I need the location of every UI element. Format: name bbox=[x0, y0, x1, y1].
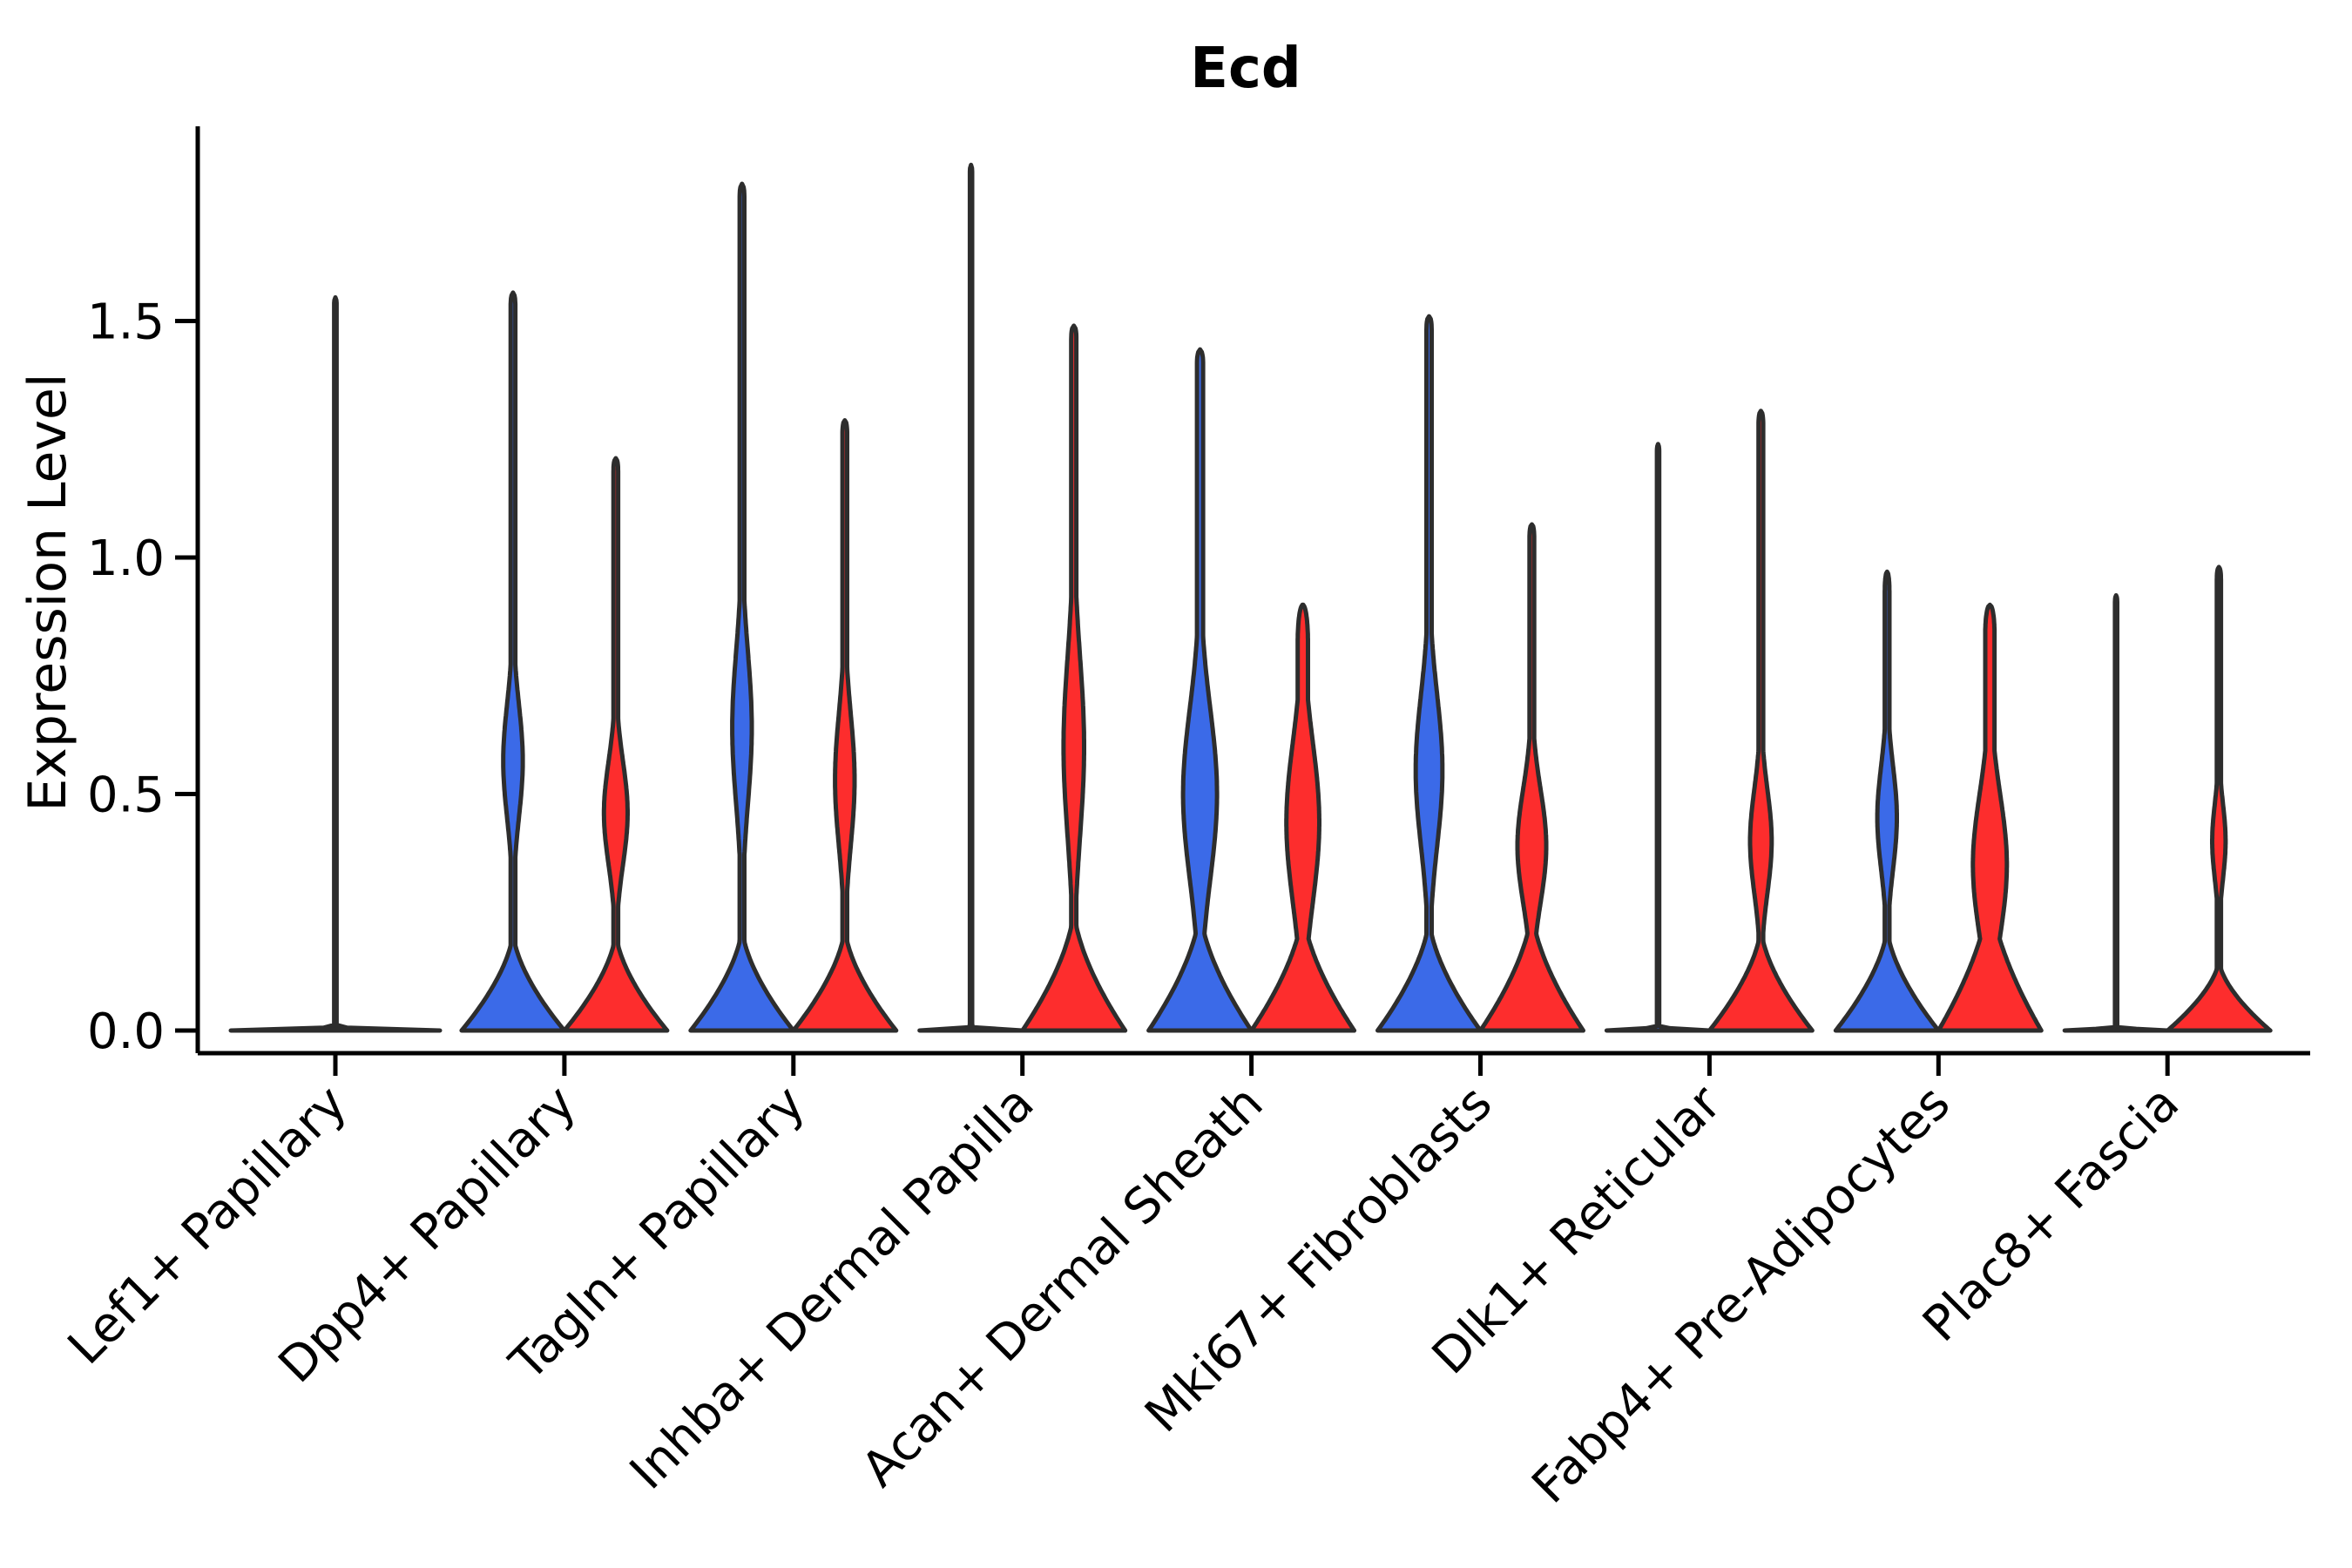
violin-lef1-papillary-unknown bbox=[228, 294, 443, 1033]
violin-inhba-dermal-papilla-blue bbox=[917, 162, 1025, 1033]
violin-fabp4-pre-adipocytes-blue bbox=[1833, 569, 1941, 1033]
violin-inhba-dermal-papilla-red bbox=[1020, 323, 1128, 1033]
violin-dpp4-papillary-red bbox=[562, 456, 670, 1033]
violin-dlk1-reticular-blue bbox=[1604, 442, 1712, 1033]
violin-mki67-fibroblasts-blue bbox=[1375, 314, 1483, 1033]
violin-dlk1-reticular-red bbox=[1707, 409, 1815, 1033]
y-tick-label: 1.5 bbox=[87, 294, 165, 351]
violin-tagln-papillary-blue bbox=[688, 181, 796, 1033]
x-category-label: Inhba+ Dermal Papilla bbox=[619, 1075, 1045, 1501]
violin-dpp4-papillary-blue bbox=[459, 290, 567, 1033]
axes-layer bbox=[175, 126, 2310, 1076]
x-category-label: Acan+ Dermal Sheath bbox=[851, 1075, 1274, 1498]
plot-title: Ecd bbox=[1190, 37, 1301, 101]
y-axis-label: Expression Level bbox=[17, 373, 78, 811]
violin-plac8-fascia-blue bbox=[2062, 592, 2170, 1033]
y-tick-label: 0.5 bbox=[87, 767, 165, 824]
violin-mki67-fibroblasts-red bbox=[1478, 522, 1585, 1033]
violin-acan-dermal-sheath-blue bbox=[1146, 347, 1254, 1033]
y-tick-label: 0.0 bbox=[87, 1004, 165, 1060]
violin-tagln-papillary-red bbox=[791, 418, 899, 1033]
y-tick-label: 1.0 bbox=[87, 531, 165, 587]
x-category-label: Fabp4+ Pre-Adipocytes bbox=[1522, 1075, 1962, 1515]
violin-acan-dermal-sheath-red bbox=[1249, 602, 1357, 1033]
violins-layer bbox=[228, 162, 2273, 1033]
violin-plac8-fascia-red bbox=[2165, 564, 2273, 1033]
violin-fabp4-pre-adipocytes-red bbox=[1936, 602, 2044, 1033]
